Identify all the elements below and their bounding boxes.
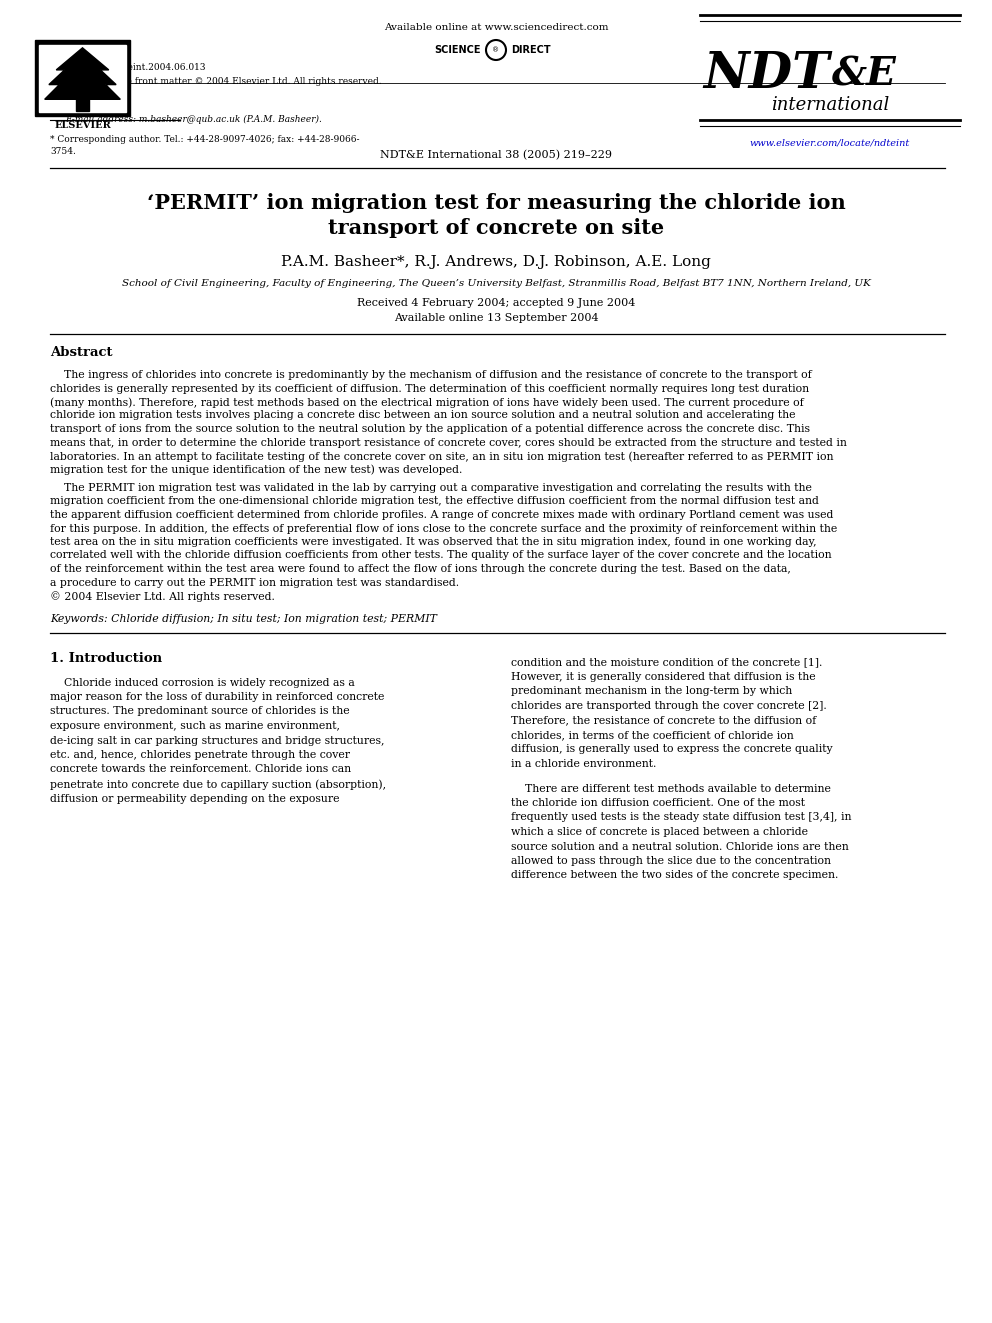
Text: difference between the two sides of the concrete specimen.: difference between the two sides of the …: [511, 871, 838, 881]
Text: predominant mechanism in the long-term by which: predominant mechanism in the long-term b…: [511, 687, 793, 696]
Text: laboratories. In an attempt to facilitate testing of the concrete cover on site,: laboratories. In an attempt to facilitat…: [50, 451, 833, 462]
Text: correlated well with the chloride diffusion coefficients from other tests. The q: correlated well with the chloride diffus…: [50, 550, 831, 561]
Text: structures. The predominant source of chlorides is the: structures. The predominant source of ch…: [50, 706, 349, 717]
Text: © 2004 Elsevier Ltd. All rights reserved.: © 2004 Elsevier Ltd. All rights reserved…: [50, 591, 275, 602]
Text: The PERMIT ion migration test was validated in the lab by carrying out a compara: The PERMIT ion migration test was valida…: [50, 483, 811, 493]
Text: Abstract: Abstract: [50, 345, 112, 359]
Text: the apparent diffusion coefficient determined from chloride profiles. A range of: the apparent diffusion coefficient deter…: [50, 509, 833, 520]
Text: concrete towards the reinforcement. Chloride ions can: concrete towards the reinforcement. Chlo…: [50, 765, 351, 774]
Text: migration coefficient from the one-dimensional chloride migration test, the effe: migration coefficient from the one-dimen…: [50, 496, 818, 507]
Text: chlorides is generally represented by its coefficient of diffusion. The determin: chlorides is generally represented by it…: [50, 384, 809, 393]
Text: chloride ion migration tests involves placing a concrete disc between an ion sou: chloride ion migration tests involves pl…: [50, 410, 796, 421]
Text: E-mail address: m.basheer@qub.ac.uk (P.A.M. Basheer).: E-mail address: m.basheer@qub.ac.uk (P.A…: [65, 115, 321, 124]
Text: doi:10.1016/j.ndteint.2004.06.013: doi:10.1016/j.ndteint.2004.06.013: [50, 64, 206, 71]
Text: Received 4 February 2004; accepted 9 June 2004: Received 4 February 2004; accepted 9 Jun…: [357, 298, 635, 308]
Text: 0963-8695/$ - see front matter © 2004 Elsevier Ltd. All rights reserved.: 0963-8695/$ - see front matter © 2004 El…: [50, 77, 382, 86]
Text: Available online at www.sciencedirect.com: Available online at www.sciencedirect.co…: [384, 24, 608, 33]
Text: etc. and, hence, chlorides penetrate through the cover: etc. and, hence, chlorides penetrate thr…: [50, 750, 350, 759]
Text: NDT: NDT: [703, 50, 830, 99]
Text: transport of concrete on site: transport of concrete on site: [328, 218, 664, 238]
Text: DIRECT: DIRECT: [511, 45, 551, 56]
Text: chlorides, in terms of the coefficient of chloride ion: chlorides, in terms of the coefficient o…: [511, 730, 794, 740]
Text: major reason for the loss of durability in reinforced concrete: major reason for the loss of durability …: [50, 692, 384, 703]
Text: condition and the moisture condition of the concrete [1].: condition and the moisture condition of …: [511, 658, 822, 668]
Text: However, it is generally considered that diffusion is the: However, it is generally considered that…: [511, 672, 815, 681]
Bar: [36, 41, 130, 116]
Polygon shape: [45, 48, 120, 99]
Text: ‘PERMIT’ ion migration test for measuring the chloride ion: ‘PERMIT’ ion migration test for measurin…: [147, 193, 845, 213]
Text: ELSEVIER: ELSEVIER: [55, 120, 111, 130]
Text: (many months). Therefore, rapid test methods based on the electrical migration o: (many months). Therefore, rapid test met…: [50, 397, 804, 407]
Text: Keywords: Chloride diffusion; In situ test; Ion migration test; PERMIT: Keywords: Chloride diffusion; In situ te…: [50, 614, 436, 624]
Text: Therefore, the resistance of concrete to the diffusion of: Therefore, the resistance of concrete to…: [511, 716, 816, 725]
Text: The ingress of chlorides into concrete is predominantly by the mechanism of diff: The ingress of chlorides into concrete i…: [50, 370, 811, 380]
Text: SCIENCE: SCIENCE: [434, 45, 481, 56]
Text: the chloride ion diffusion coefficient. One of the most: the chloride ion diffusion coefficient. …: [511, 798, 805, 808]
Text: diffusion or permeability depending on the exposure: diffusion or permeability depending on t…: [50, 794, 339, 803]
Text: for this purpose. In addition, the effects of preferential flow of ions close to: for this purpose. In addition, the effec…: [50, 524, 837, 533]
Text: in a chloride environment.: in a chloride environment.: [511, 759, 657, 769]
Text: * Corresponding author. Tel.: +44-28-9097-4026; fax: +44-28-9066-
3754.: * Corresponding author. Tel.: +44-28-909…: [50, 135, 359, 156]
Text: Chloride induced corrosion is widely recognized as a: Chloride induced corrosion is widely rec…: [50, 677, 355, 688]
Text: There are different test methods available to determine: There are different test methods availab…: [511, 783, 831, 794]
Text: a procedure to carry out the PERMIT ion migration test was standardised.: a procedure to carry out the PERMIT ion …: [50, 578, 459, 587]
Text: NDT&E International 38 (2005) 219–229: NDT&E International 38 (2005) 219–229: [380, 149, 612, 160]
Text: www.elsevier.com/locate/ndteint: www.elsevier.com/locate/ndteint: [750, 139, 910, 147]
Text: ®: ®: [492, 48, 500, 53]
Text: of the reinforcement within the test area were found to affect the flow of ions : of the reinforcement within the test are…: [50, 564, 791, 574]
Bar: [76, 97, 89, 111]
Text: diffusion, is generally used to express the concrete quality: diffusion, is generally used to express …: [511, 745, 832, 754]
Text: Available online 13 September 2004: Available online 13 September 2004: [394, 314, 598, 323]
Text: de-icing salt in car parking structures and bridge structures,: de-icing salt in car parking structures …: [50, 736, 385, 745]
Text: School of Civil Engineering, Faculty of Engineering, The Queen’s University Belf: School of Civil Engineering, Faculty of …: [122, 279, 870, 288]
Text: chlorides are transported through the cover concrete [2].: chlorides are transported through the co…: [511, 701, 826, 710]
Text: transport of ions from the source solution to the neutral solution by the applic: transport of ions from the source soluti…: [50, 423, 810, 434]
Text: P.A.M. Basheer*, R.J. Andrews, D.J. Robinson, A.E. Long: P.A.M. Basheer*, R.J. Andrews, D.J. Robi…: [281, 255, 711, 269]
Text: &E: &E: [832, 56, 897, 94]
Text: migration test for the unique identification of the new test) was developed.: migration test for the unique identifica…: [50, 464, 462, 475]
Text: test area on the in situ migration coefficients were investigated. It was observ: test area on the in situ migration coeff…: [50, 537, 816, 546]
Text: 1. Introduction: 1. Introduction: [50, 652, 162, 665]
Text: exposure environment, such as marine environment,: exposure environment, such as marine env…: [50, 721, 340, 732]
Text: means that, in order to determine the chloride transport resistance of concrete : means that, in order to determine the ch…: [50, 438, 847, 447]
Text: source solution and a neutral solution. Chloride ions are then: source solution and a neutral solution. …: [511, 841, 849, 852]
Text: international: international: [771, 97, 889, 114]
Text: allowed to pass through the slice due to the concentration: allowed to pass through the slice due to…: [511, 856, 831, 867]
Text: which a slice of concrete is placed between a chloride: which a slice of concrete is placed betw…: [511, 827, 808, 837]
Text: penetrate into concrete due to capillary suction (absorption),: penetrate into concrete due to capillary…: [50, 779, 386, 790]
Text: frequently used tests is the steady state diffusion test [3,4], in: frequently used tests is the steady stat…: [511, 812, 851, 823]
Bar: [40, 45, 126, 112]
